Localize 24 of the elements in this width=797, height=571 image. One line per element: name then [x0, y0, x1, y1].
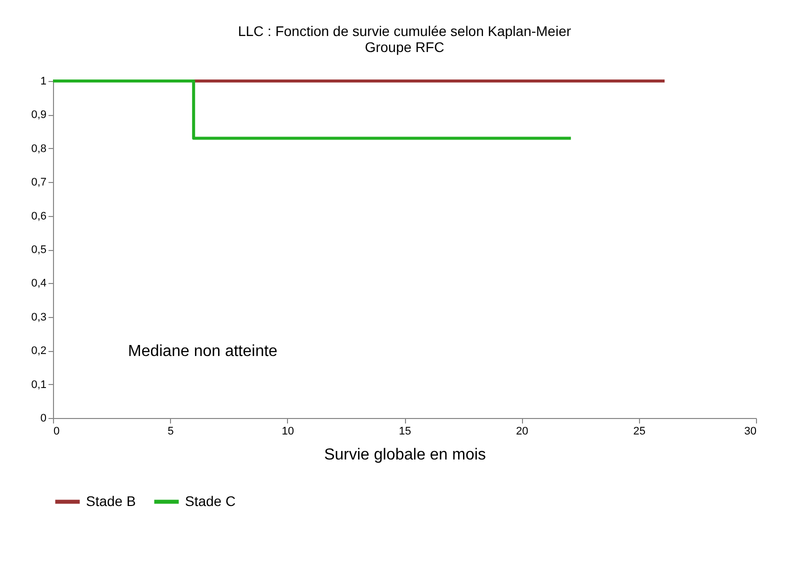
x-tick-label: 0 — [54, 426, 60, 438]
y-tick-label: 0,4 — [31, 278, 46, 290]
x-tick-label: 20 — [516, 426, 528, 438]
y-tick-label: 0,6 — [31, 210, 46, 222]
y-tick-label: 0,5 — [31, 244, 46, 256]
y-tick-label: 0,1 — [31, 378, 46, 391]
legend-label: Stade B — [86, 492, 136, 509]
y-tick-label: 0,9 — [31, 109, 46, 122]
y-tick-label: 1 — [40, 76, 46, 88]
text: LLC : Fonction de survie cumulée selon Kaplan-Meier — [238, 23, 572, 39]
x-tick-label: 5 — [168, 426, 174, 438]
x-tick-label: 30 — [744, 426, 756, 438]
x-tick-label: 25 — [633, 426, 646, 438]
text: Groupe RFC — [364, 39, 444, 55]
annotation: Mediane non atteinte — [128, 343, 278, 360]
x-tick-label: 10 — [282, 426, 294, 438]
x-tick-label: 15 — [398, 426, 412, 438]
legend-label: Stade C — [185, 492, 236, 509]
y-tick-label: 0 — [40, 412, 46, 424]
y-tick-label: 0,3 — [31, 311, 46, 324]
y-tick-label: 0,8 — [31, 142, 46, 155]
x-axis-title: Survie globale en mois — [324, 446, 486, 464]
y-tick-label: 0,7 — [31, 176, 46, 189]
y-tick-label: 0,2 — [31, 345, 46, 358]
